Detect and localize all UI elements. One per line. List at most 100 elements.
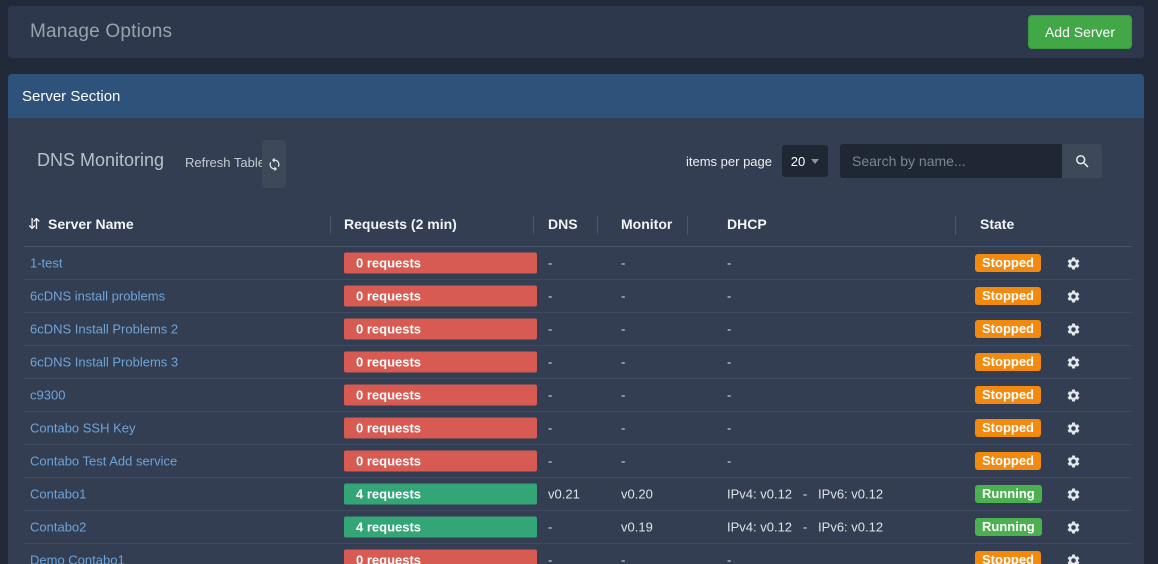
monitor-version: - [621, 388, 625, 403]
page-title: Manage Options [30, 21, 172, 43]
server-name-link[interactable]: 1-test [30, 256, 63, 271]
items-per-page-select[interactable]: 20 [782, 145, 828, 177]
sort-icon[interactable]: ⇵ [28, 215, 41, 233]
server-name-link[interactable]: Contabo SSH Key [30, 421, 136, 436]
state-badge: Running [975, 518, 1042, 536]
gear-icon [1066, 553, 1081, 564]
dns-version: - [548, 553, 552, 564]
dns-version: - [548, 322, 552, 337]
row-settings-button[interactable] [1060, 481, 1086, 507]
dhcp-versions: - [727, 421, 731, 436]
gear-icon [1066, 487, 1081, 502]
dns-version: - [548, 256, 552, 271]
monitor-version: v0.19 [621, 520, 653, 535]
row-settings-button[interactable] [1060, 382, 1086, 408]
chevron-down-icon [811, 159, 819, 164]
row-settings-button[interactable] [1060, 448, 1086, 474]
state-badge: Stopped [975, 551, 1041, 564]
gear-icon [1066, 421, 1081, 436]
col-header-dhcp: DHCP [727, 216, 767, 232]
row-settings-button[interactable] [1060, 283, 1086, 309]
server-name-link[interactable]: Contabo2 [30, 520, 86, 535]
server-name-link[interactable]: 6cDNS install problems [30, 289, 165, 304]
col-header-state: State [980, 216, 1014, 232]
gear-icon [1066, 355, 1081, 370]
monitor-version: - [621, 454, 625, 469]
column-separator [955, 216, 956, 235]
row-settings-button[interactable] [1060, 349, 1086, 375]
state-badge: Stopped [975, 320, 1041, 338]
monitor-version: - [621, 421, 625, 436]
row-settings-button[interactable] [1060, 415, 1086, 441]
dns-version: - [548, 355, 552, 370]
table-row: Demo Contabo1 0 requests - - - Stopped [24, 544, 1132, 564]
table-row: 6cDNS install problems 0 requests - - - … [24, 280, 1132, 313]
monitor-version: v0.20 [621, 487, 653, 502]
row-settings-button[interactable] [1060, 250, 1086, 276]
server-name-link[interactable]: 6cDNS Install Problems 3 [30, 355, 178, 370]
state-badge: Stopped [975, 386, 1041, 404]
dns-version: - [548, 454, 552, 469]
monitor-version: - [621, 553, 625, 564]
dns-version: v0.21 [548, 487, 580, 502]
column-separator [330, 216, 331, 235]
dns-version: - [548, 388, 552, 403]
table-row: Contabo Test Add service 0 requests - - … [24, 445, 1132, 478]
col-header-server-name: Server Name [48, 216, 134, 232]
server-name-link[interactable]: 6cDNS Install Problems 2 [30, 322, 178, 337]
state-badge: Stopped [975, 254, 1041, 272]
table-row: 6cDNS Install Problems 2 0 requests - - … [24, 313, 1132, 346]
gear-icon [1066, 256, 1081, 271]
requests-badge: 0 requests [344, 451, 537, 472]
table-row: Contabo1 4 requests v0.21 v0.20 IPv4: v0… [24, 478, 1132, 511]
search-input[interactable] [840, 144, 1062, 178]
requests-badge: 0 requests [344, 319, 537, 340]
row-settings-button[interactable] [1060, 316, 1086, 342]
search-button[interactable] [1062, 144, 1102, 178]
requests-badge: 0 requests [344, 352, 537, 373]
refresh-button[interactable] [262, 140, 286, 188]
requests-badge: 0 requests [344, 418, 537, 439]
gear-icon [1066, 388, 1081, 403]
dhcp-versions: - [727, 355, 731, 370]
col-header-dns: DNS [548, 216, 578, 232]
state-badge: Stopped [975, 452, 1041, 470]
dhcp-versions: - [727, 454, 731, 469]
table-row: 1-test 0 requests - - - Stopped [24, 247, 1132, 280]
state-badge: Running [975, 485, 1042, 503]
column-separator [533, 216, 534, 235]
monitor-version: - [621, 256, 625, 271]
gear-icon [1066, 322, 1081, 337]
gear-icon [1066, 289, 1081, 304]
search-group [840, 144, 1102, 178]
dns-version: - [548, 289, 552, 304]
requests-badge: 0 requests [344, 253, 537, 274]
table-header: ⇵ Server Name Requests (2 min) DNS Monit… [24, 205, 1132, 247]
col-header-monitor: Monitor [621, 216, 672, 232]
column-separator [597, 216, 598, 235]
refresh-table-label: Refresh Table [185, 155, 265, 170]
server-name-link[interactable]: Demo Contabo1 [30, 553, 125, 564]
dhcp-versions: - [727, 322, 731, 337]
add-server-button[interactable]: Add Server [1028, 15, 1132, 49]
dhcp-versions: IPv4: v0.12 - IPv6: v0.12 [727, 487, 883, 502]
table-toolbar-right: items per page 20 [686, 144, 1102, 178]
table-body: 1-test 0 requests - - - Stopped 6cDNS in… [24, 247, 1132, 564]
server-section-title: Server Section [22, 88, 120, 105]
refresh-icon [267, 157, 282, 172]
row-settings-button[interactable] [1060, 514, 1086, 540]
requests-badge: 0 requests [344, 550, 537, 564]
server-name-link[interactable]: Contabo Test Add service [30, 454, 177, 469]
items-per-page-value: 20 [791, 154, 805, 169]
gear-icon [1066, 520, 1081, 535]
dns-monitoring-title: DNS Monitoring [37, 150, 164, 171]
server-name-link[interactable]: c9300 [30, 388, 65, 403]
dhcp-versions: - [727, 256, 731, 271]
server-name-link[interactable]: Contabo1 [30, 487, 86, 502]
dhcp-versions: - [727, 553, 731, 564]
requests-badge: 0 requests [344, 385, 537, 406]
dns-version: - [548, 520, 552, 535]
monitor-version: - [621, 322, 625, 337]
row-settings-button[interactable] [1060, 547, 1086, 564]
items-per-page-label: items per page [686, 154, 772, 169]
